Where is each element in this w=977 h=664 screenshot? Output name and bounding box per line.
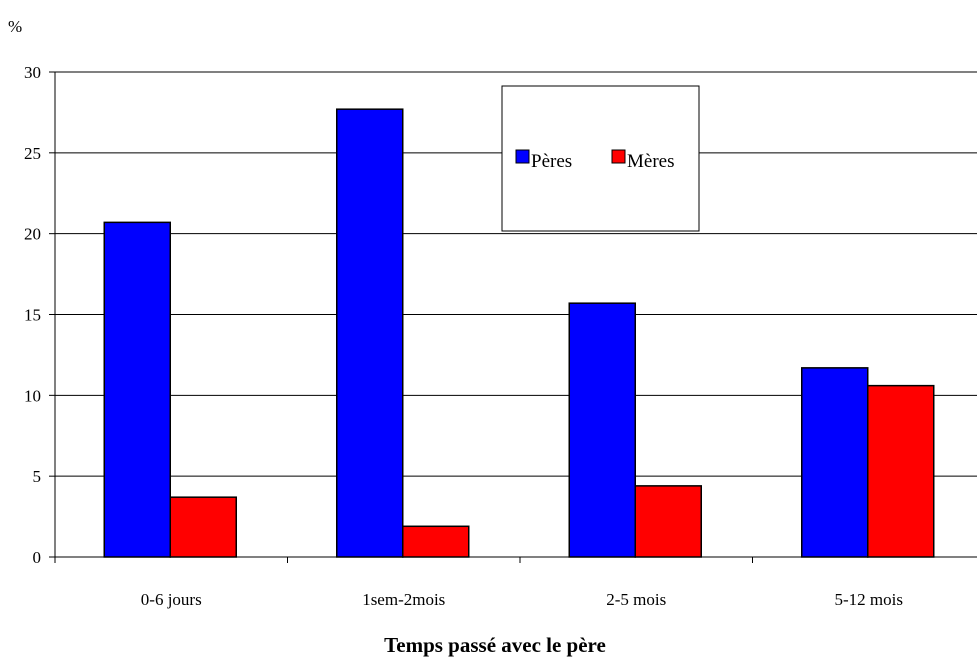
y-tick-label: 15 [24,306,41,325]
x-tick-label: 5-12 mois [835,590,903,609]
x-tick-label: 1sem-2mois [362,590,445,609]
x-tick-labels: 0-6 jours 1sem-2mois 2-5 mois 5-12 mois [141,590,903,609]
x-tick-label: 2-5 mois [606,590,666,609]
y-tick-labels: 0 5 10 15 20 25 30 [24,63,41,567]
bar-meres [867,384,935,558]
bar-meres [634,485,702,558]
bar-meres [402,525,470,558]
legend-swatch-peres [515,149,530,164]
legend-swatch-meres [611,149,626,164]
y-tick-label: 30 [24,63,41,82]
y-axis-label: % [8,17,22,36]
legend-box [501,85,700,232]
legend: Pères Mères [501,85,700,232]
y-tick-label: 25 [24,144,41,163]
bar-peres [801,367,869,558]
legend-label-peres: Pères [531,151,572,172]
bar-meres [169,496,237,558]
y-tick-label: 20 [24,225,41,244]
bars [103,108,935,558]
bar-peres [103,221,171,558]
y-tick-label: 5 [33,467,42,486]
legend-label-meres: Mères [627,151,674,172]
x-axis-label: Temps passé avec le père [384,633,606,657]
x-tick-label: 0-6 jours [141,590,202,609]
bar-peres [336,108,404,558]
axes [49,71,977,563]
bar-peres [568,302,636,558]
y-tick-label: 0 [33,548,42,567]
y-tick-label: 10 [24,386,41,405]
